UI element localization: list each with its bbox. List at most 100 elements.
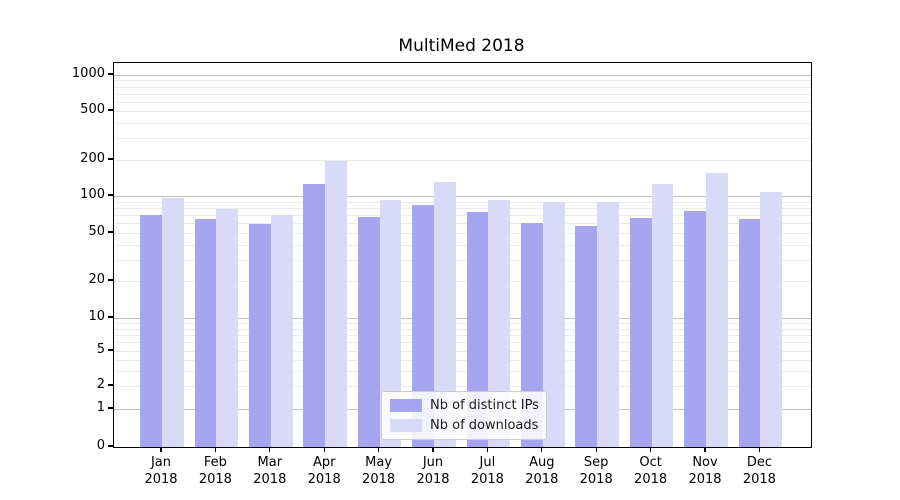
plot-area: Nb of distinct IPs Nb of downloads: [113, 62, 812, 448]
y-tick-mark-2: [108, 384, 113, 386]
gridline-5: [114, 351, 811, 352]
x-tick-mark-jan: [160, 447, 162, 452]
bar-distinct-ips-sep: [575, 226, 598, 447]
x-tick-label-nov: Nov 2018: [688, 455, 722, 487]
gridline-40: [114, 244, 811, 246]
gridline-900: [114, 80, 811, 82]
y-tick-label-0: 0: [96, 438, 105, 453]
y-tick-mark-20: [108, 279, 113, 281]
x-tick-mark-dec: [758, 447, 761, 452]
y-tick-label-100: 100: [80, 187, 105, 202]
x-tick-label-aug: Aug 2018: [525, 455, 559, 487]
bar-downloads-mar: [270, 215, 293, 447]
y-tick-label-2: 2: [96, 377, 105, 392]
gridline-3: [114, 370, 811, 372]
gridline-700: [114, 93, 811, 95]
bar-distinct-ips-feb: [194, 219, 217, 447]
gridline-100: [114, 196, 811, 197]
gridline-80: [114, 207, 811, 209]
bar-downloads-aug: [542, 201, 565, 447]
x-tick-mark-mar: [269, 447, 271, 452]
gridline-30: [114, 259, 811, 261]
x-tick-label-may: May 2018: [362, 455, 396, 487]
y-tick-mark-5: [108, 349, 113, 351]
y-tick-label-5: 5: [96, 342, 105, 357]
x-tick-label-feb: Feb 2018: [198, 455, 232, 487]
x-tick-mark-aug: [541, 447, 543, 452]
x-tick-label-apr: Apr 2018: [307, 455, 341, 487]
bar-distinct-ips-oct: [629, 218, 652, 447]
gridline-90: [114, 201, 811, 203]
bar-downloads-jul: [488, 199, 511, 447]
bar-downloads-may: [379, 200, 402, 447]
bar-distinct-ips-dec: [738, 219, 761, 447]
x-tick-label-mar: Mar 2018: [253, 455, 287, 487]
bar-distinct-ips-may: [357, 216, 380, 447]
y-tick-mark-100: [108, 194, 113, 196]
bar-distinct-ips-jul: [466, 212, 489, 447]
legend-entry-downloads: Nb of downloads: [390, 418, 539, 433]
x-tick-mark-oct: [649, 447, 652, 452]
bar-distinct-ips-apr: [303, 183, 326, 447]
x-tick-mark-may: [377, 447, 380, 452]
bar-downloads-feb: [216, 209, 239, 447]
gridline-600: [114, 101, 811, 103]
x-tick-mark-apr: [323, 447, 325, 452]
x-tick-mark-jun: [432, 447, 434, 452]
x-tick-label-jul: Jul 2018: [470, 455, 504, 487]
gridline-50: [114, 233, 811, 234]
gridline-8: [114, 328, 811, 330]
gridline-2: [114, 386, 811, 387]
legend-entry-distinct-ips: Nb of distinct IPs: [390, 398, 539, 413]
bar-downloads-jan: [162, 198, 184, 447]
gridline-300: [114, 138, 811, 140]
bar-distinct-ips-jan: [140, 215, 162, 447]
gridline-10: [114, 318, 811, 319]
gridline-20: [114, 281, 811, 282]
bar-downloads-nov: [706, 173, 728, 447]
bar-downloads-dec: [760, 192, 783, 447]
gridline-60: [114, 223, 811, 225]
gridline-9: [114, 323, 811, 325]
y-tick-mark-10: [108, 316, 113, 318]
y-tick-mark-50: [108, 231, 113, 233]
gridline-7: [114, 334, 811, 336]
x-tick-label-jun: Jun 2018: [416, 455, 450, 487]
bar-downloads-oct: [651, 183, 674, 447]
bar-downloads-apr: [325, 161, 347, 447]
gridline-500: [114, 111, 811, 112]
x-tick-mark-nov: [704, 447, 706, 452]
bar-distinct-ips-nov: [684, 210, 706, 447]
gridline-400: [114, 122, 811, 124]
x-tick-mark-jul: [486, 447, 489, 452]
x-tick-label-jan: Jan 2018: [144, 455, 178, 487]
x-tick-mark-sep: [595, 447, 597, 452]
y-tick-mark-1: [108, 407, 113, 409]
y-tick-mark-500: [108, 109, 113, 111]
x-tick-mark-feb: [214, 447, 217, 452]
y-tick-label-200: 200: [80, 151, 105, 166]
legend-label-distinct-ips: Nb of distinct IPs: [430, 398, 539, 413]
y-tick-label-50: 50: [88, 224, 105, 239]
y-tick-label-20: 20: [88, 272, 105, 287]
gridline-4: [114, 359, 811, 361]
x-tick-label-dec: Dec 2018: [742, 455, 776, 487]
y-tick-label-10: 10: [88, 309, 105, 324]
x-tick-label-oct: Oct 2018: [634, 455, 668, 487]
gridline-6: [114, 342, 811, 344]
legend: Nb of distinct IPs Nb of downloads: [381, 391, 547, 440]
y-tick-mark-1000: [108, 73, 113, 75]
y-tick-mark-0: [108, 445, 113, 447]
legend-label-downloads: Nb of downloads: [430, 418, 539, 433]
chart-title: MultiMed 2018: [398, 36, 525, 56]
y-tick-label-500: 500: [80, 102, 105, 117]
legend-swatch-downloads: [390, 419, 422, 432]
legend-swatch-distinct-ips: [390, 399, 422, 412]
bar-downloads-sep: [597, 201, 619, 447]
bar-distinct-ips-mar: [249, 224, 271, 447]
y-tick-label-1: 1: [96, 400, 105, 415]
y-tick-mark-200: [108, 158, 113, 160]
gridline-1000: [114, 75, 811, 76]
gridline-70: [114, 215, 811, 217]
